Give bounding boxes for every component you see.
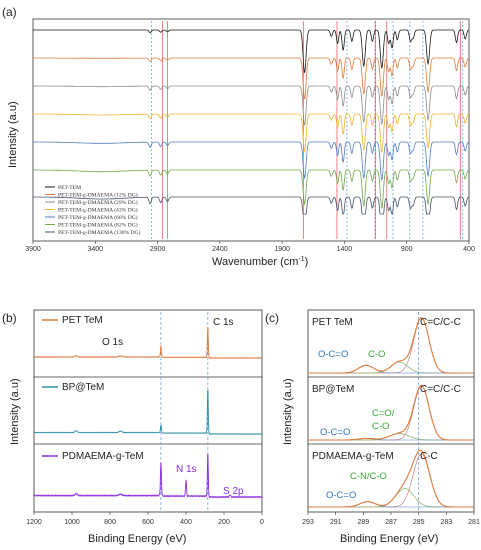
label-s2p: S 2p: [223, 486, 244, 497]
panel-a-xlabel: Wavenumber (cm-1): [212, 256, 308, 268]
a-tick-label: 900: [401, 246, 413, 253]
b-series-line: [33, 326, 263, 359]
panel-a-label: (a): [2, 5, 17, 19]
a-tick-label: 2900: [150, 246, 166, 253]
panel-c-xlabel: Binding Energy (eV): [340, 533, 438, 545]
label-o1s: O 1s: [102, 337, 123, 348]
a-series-line: [33, 57, 470, 100]
a-tick-label: 1400: [337, 246, 353, 253]
a-tick-label: 2400: [212, 246, 228, 253]
panel-c-xticks: 293 291 289 287 285 283 281: [302, 512, 480, 526]
c-ann-co-2b: C-O: [372, 421, 389, 432]
panel-b-spectra: [33, 326, 263, 499]
panel-c-label: (c): [265, 311, 279, 325]
panel-c: (c) Intensity (a.u) 293 291 289 287 285 283 28…: [265, 309, 480, 545]
panel-b-markers: [160, 312, 209, 510]
panel-b-frame: [33, 309, 263, 513]
b-tick-label: 600: [142, 519, 154, 526]
a-legend-entry: PET-TEM-g-DMAEMA (66% DG): [58, 214, 138, 221]
c-ann-cc-2: C=C/C-C: [420, 384, 461, 395]
c-ann-oco-3: O-C=O: [326, 490, 356, 501]
a-series-line: [33, 113, 470, 153]
b-tick-label: 1200: [26, 519, 42, 526]
c-tick-label: 289: [357, 519, 369, 526]
c-ann-cc-1: C=C/C-C: [420, 317, 461, 328]
panel-b-legend: PET TeM BP@TeM PDMAEMA-g-TeM: [42, 315, 144, 462]
c-ann-oco-2: O-C=O: [320, 427, 350, 438]
label-c1s: C 1s: [213, 317, 234, 328]
a-legend-entry: PET-TEM-g-DMAEMA (12% DG): [58, 192, 138, 199]
c-ann-oco-1: O-C=O: [318, 349, 348, 360]
c-title-pet-tem: PET TeM: [312, 317, 353, 328]
panel-b-xticks: 1200 1000 800 600 400 200 0: [26, 512, 264, 526]
a-series-line: [33, 196, 470, 215]
c-tick-label: 291: [330, 519, 342, 526]
panel-c-ylabel: Intensity (a.u): [282, 378, 294, 445]
panel-b-ylabel: Intensity (a.u): [9, 378, 21, 445]
a-series-line: [33, 169, 470, 209]
b-series-line: [33, 453, 263, 499]
a-tick-label: 1900: [274, 246, 290, 253]
b-tick-label: 800: [104, 519, 116, 526]
c-envelope-line: [308, 384, 474, 441]
a-tick-label: 400: [463, 246, 475, 253]
b-legend-entry: BP@TeM: [62, 382, 104, 393]
c-tick-label: 287: [385, 519, 397, 526]
c-component-line: [308, 361, 474, 374]
a-tick-label: 3900: [25, 246, 41, 253]
c-envelope-line: [308, 317, 474, 374]
b-series-line: [33, 389, 263, 436]
a-series-line: [33, 141, 470, 181]
b-legend-entry: PET TeM: [62, 315, 103, 326]
panel-c-spectra: [308, 317, 474, 508]
panel-b-label: (b): [2, 311, 17, 325]
panel-a-markers: [150, 21, 464, 239]
c-ann-co-2a: C=O/: [372, 408, 395, 419]
a-series-line: [33, 29, 470, 73]
b-legend-entry: PDMAEMA-g-TeM: [62, 451, 144, 462]
panel-a-xticks: 3900 3400 2900 2400 1900 1400 900 400: [25, 241, 475, 253]
c-tick-label: 281: [468, 519, 480, 526]
b-tick-label: 1000: [64, 519, 80, 526]
panel-a: (a) Intensity (a.u) 3900 3400 2900 2400 1900…: [2, 5, 475, 268]
c-ann-cc-3: C-C: [420, 451, 438, 462]
panel-b: (b) Intensity (a.u) 1200 1000 800 600 400 200…: [2, 309, 264, 545]
b-tick-label: 400: [180, 519, 192, 526]
c-tick-label: 285: [413, 519, 425, 526]
c-title-pdmaema: PDMAEMA-g-TeM: [312, 451, 394, 462]
panel-b-xlabel: Binding Energy (eV): [88, 533, 186, 545]
a-legend-entry: PET-TEM: [58, 185, 81, 191]
c-envelope-line: [308, 449, 474, 508]
a-series-line: [33, 85, 470, 126]
b-tick-label: 200: [218, 519, 230, 526]
panel-a-frame: [32, 18, 470, 242]
a-legend-entry: PET-TEM-g-DMAEMA (29% DG): [58, 199, 138, 206]
label-n1s: N 1s: [176, 464, 197, 475]
b-tick-label: 0: [260, 519, 264, 526]
c-title-bp-tem: BP@TeM: [312, 384, 354, 395]
c-tick-label: 293: [302, 519, 314, 526]
c-ann-co-1: C-O: [368, 349, 385, 360]
c-tick-label: 283: [440, 519, 452, 526]
a-legend-entry: PET-TEM-g-DMAEMA (82% DG): [58, 222, 138, 229]
a-tick-label: 3400: [87, 246, 103, 253]
panel-a-ylabel: Intensity (a.u): [7, 101, 19, 168]
c-ann-cnco-3: C-N/C-O: [350, 471, 387, 482]
a-legend-entry: PET-TEM-g-DMAEMA (43% DG): [58, 207, 138, 214]
a-legend-entry: PET-TEM-g-DMAEMA (130% DG): [58, 229, 141, 236]
panel-a-spectra: [33, 29, 470, 215]
